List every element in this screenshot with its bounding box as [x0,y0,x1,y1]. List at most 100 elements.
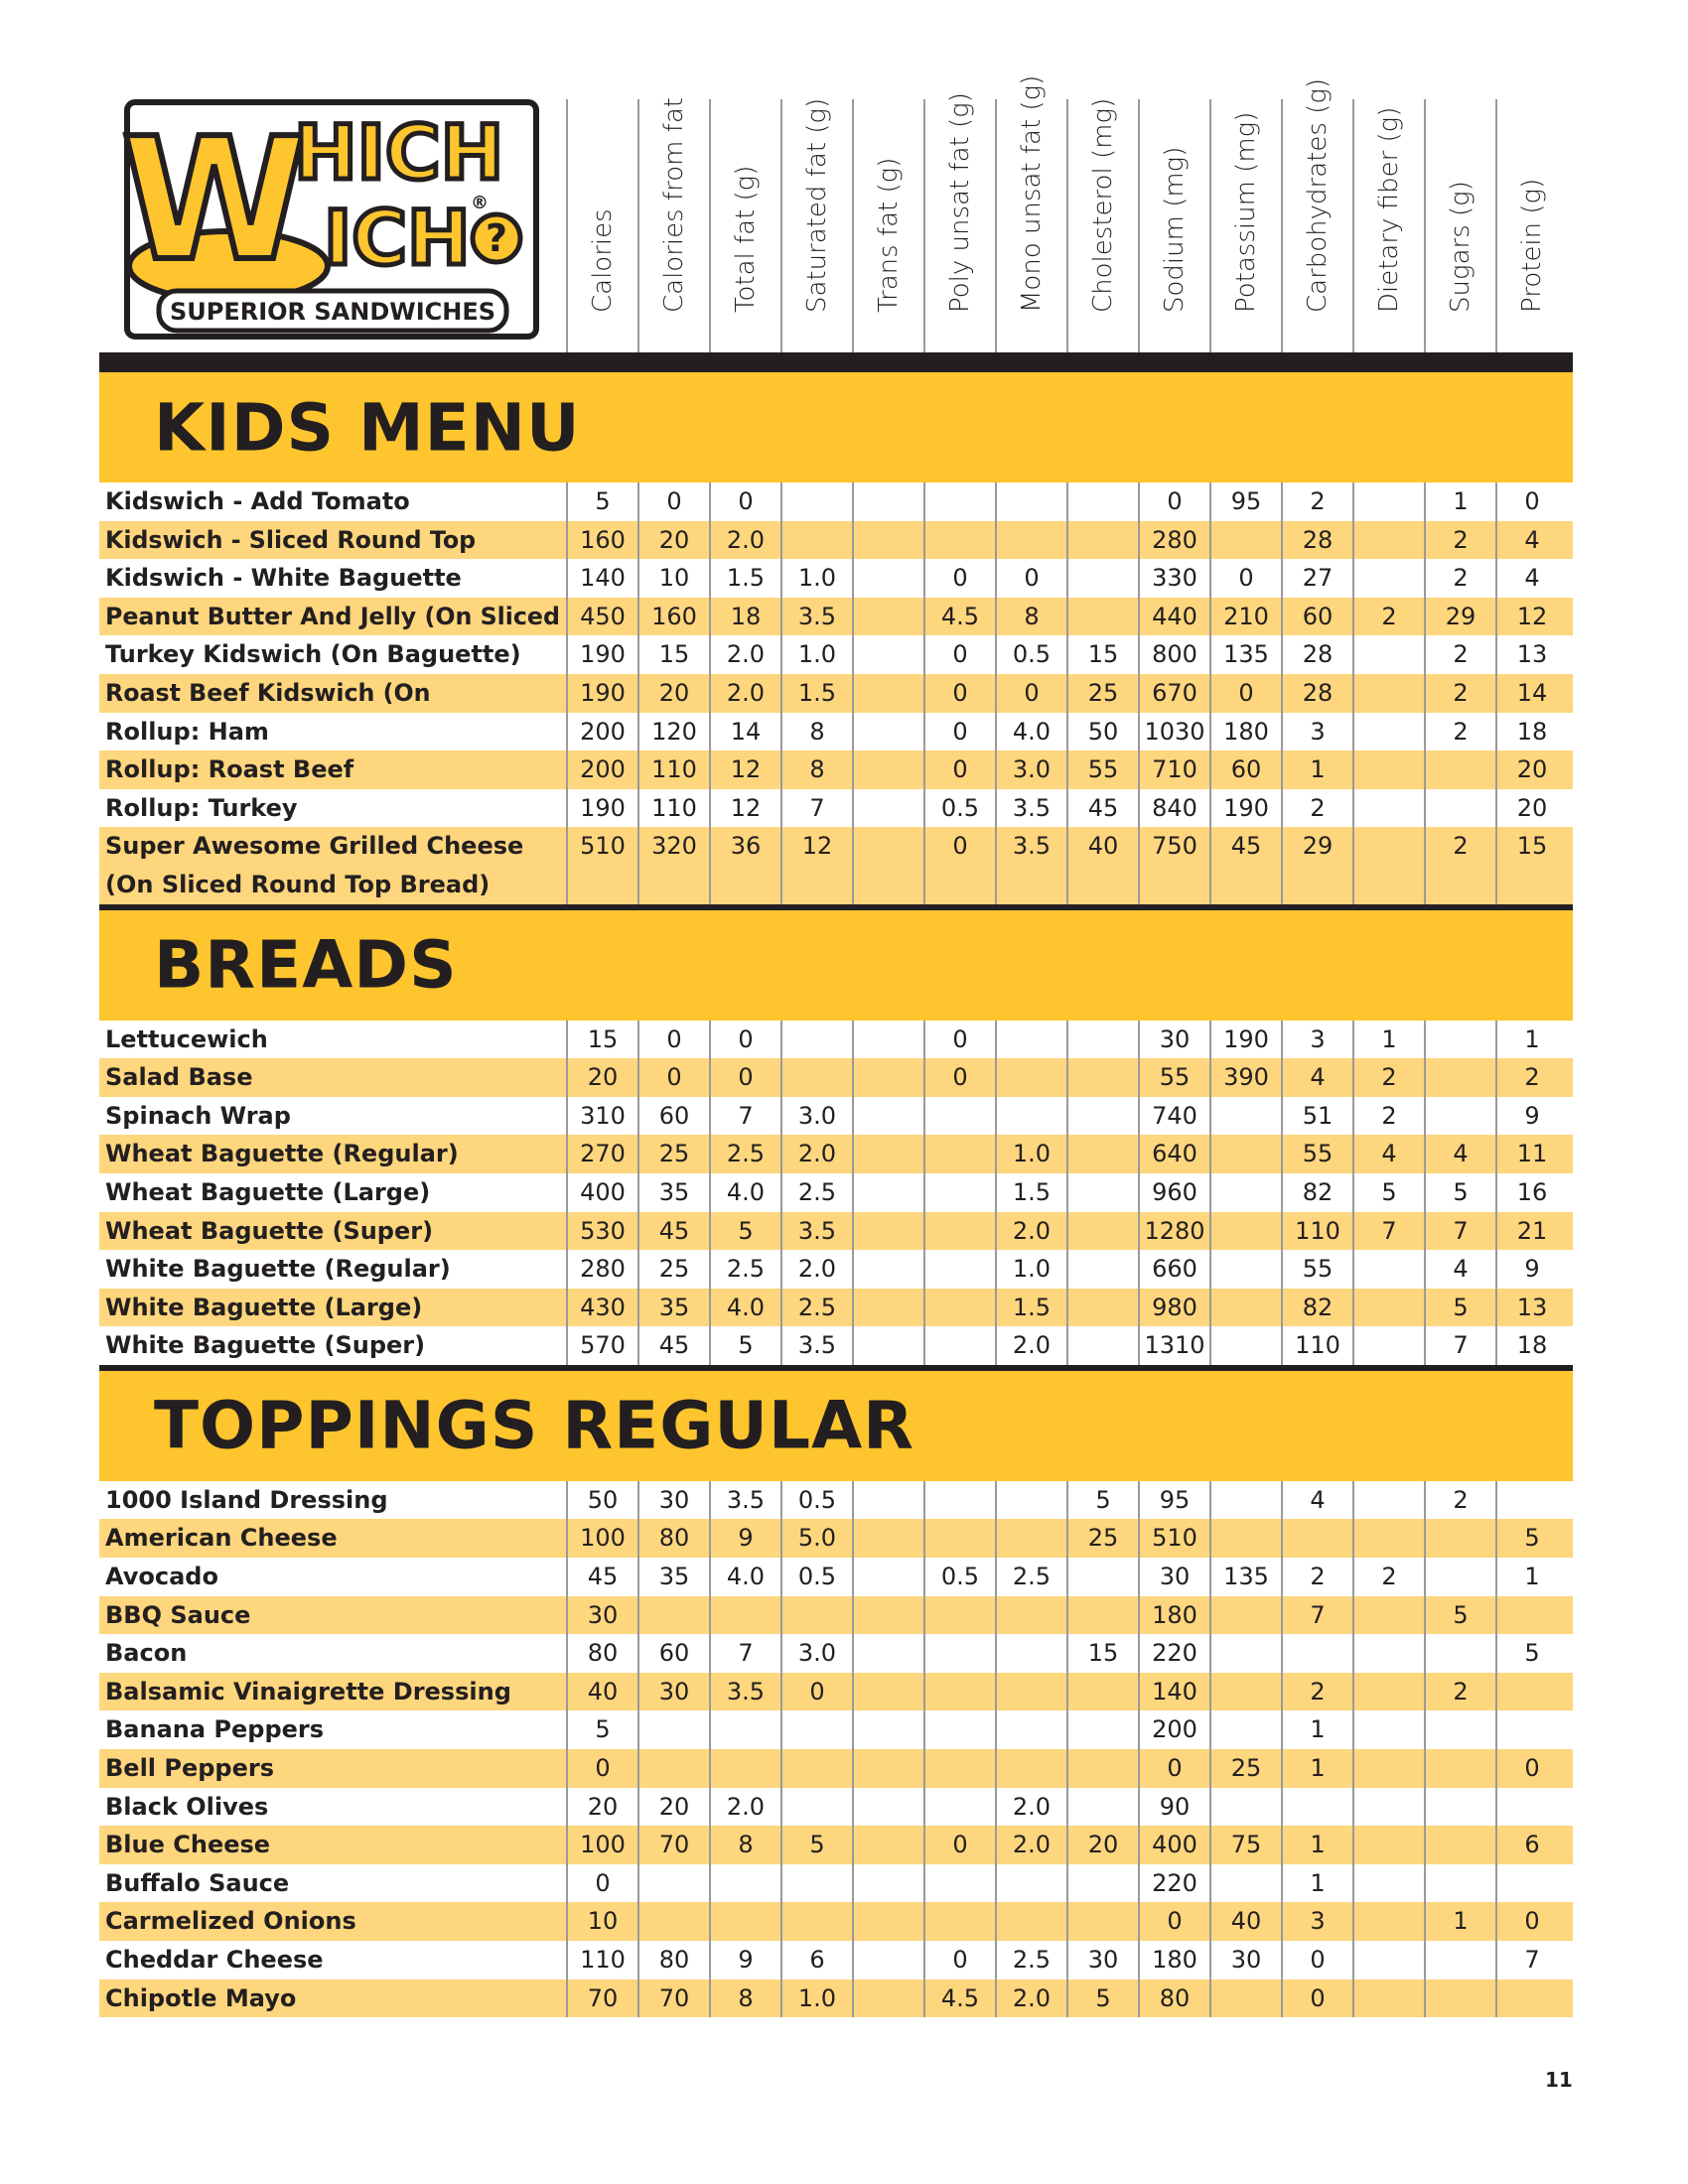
value-cell: 0.5 [923,788,995,828]
value-cell: 135 [1209,1558,1281,1596]
column-header: Poly unsat fat (g) [923,92,995,352]
column-header: Saturated fat (g) [780,98,852,352]
value-cell: 55 [1281,1135,1352,1173]
value-cell [1209,1634,1281,1673]
value-cell [1352,520,1424,560]
value-cell: 4.0 [709,1558,780,1596]
value-cell: 1 [1424,482,1495,521]
value-cell: 0 [566,1863,637,1903]
item-name: Salad Base [105,1063,253,1092]
value-cell: 5 [1424,1288,1495,1327]
value-cell: 1 [1281,1749,1352,1788]
value-cell [923,1863,995,1903]
value-cell [852,1172,923,1212]
value-cell: 710 [1138,751,1209,789]
item-name: Carmelized Onions [105,1907,356,1936]
value-cell: 1 [1495,1558,1567,1596]
item-name-cell: BBQ Sauce [99,1596,566,1635]
logo-mark: ? [486,216,507,260]
value-cell: 0 [923,673,995,713]
value-cell: 1 [1281,1863,1352,1903]
value-cell: 140 [566,559,637,598]
value-cell [1209,1288,1281,1327]
value-cell: 5 [566,482,637,521]
value-cell: 110 [1281,1211,1352,1251]
value-cell: 0 [637,482,709,521]
item-name-cell: White Baguette (Super) [99,1326,566,1365]
value-cell: 0 [923,1941,995,1979]
item-name-cell: 1000 Island Dressing [99,1481,566,1520]
value-cell: 0 [780,1672,852,1711]
value-cell: 0 [923,827,995,904]
value-cell: 2 [1281,482,1352,521]
value-cell [637,1902,709,1941]
value-cell: 160 [637,597,709,636]
value-cell: 3 [1281,712,1352,751]
item-name: Rollup: Ham [105,717,269,746]
value-cell: 25 [1209,1749,1281,1788]
page-number: 11 [1545,2068,1573,2092]
value-cell: 25 [637,1250,709,1289]
value-cell [1424,1058,1495,1097]
value-cell: 12 [709,751,780,789]
value-cell: 70 [566,1979,637,2018]
item-name: American Cheese [105,1524,338,1553]
value-cell: 3.0 [780,1096,852,1136]
value-cell: 50 [1066,712,1138,751]
section-band: KIDS MENU [99,372,1573,482]
value-cell: 5 [1066,1979,1138,2018]
value-cell [852,1826,923,1864]
item-name: Wheat Baguette (Super) [105,1216,434,1245]
value-cell [1424,1710,1495,1750]
value-cell: 35 [637,1172,709,1212]
value-cell: 1 [1281,751,1352,789]
value-cell: 14 [1495,673,1567,713]
value-cell: 8 [995,597,1066,636]
value-cell: 45 [637,1326,709,1365]
value-cell: 2 [1352,1558,1424,1596]
value-cell: 7 [1495,1941,1567,1979]
value-cell [1066,482,1138,521]
value-cell: 2 [1281,1558,1352,1596]
value-cell: 3 [1281,1902,1352,1941]
value-cell: 40 [566,1672,637,1711]
column-label: Dietary fiber (g) [1374,106,1404,313]
value-cell [1424,1096,1495,1136]
value-cell: 8 [709,1826,780,1864]
value-cell: 270 [566,1135,637,1173]
table-row: Salad Base 20 0 0 0 55 390 4 2 2 [99,1058,1573,1097]
item-name: White Baguette (Super) [105,1331,426,1360]
table-row: 1000 Island Dressing 50 30 3.5 0.5 5 95 4 2 [99,1480,1573,1520]
item-name-cell: Roast Beef Kidswich (On Baguette) [99,674,566,713]
value-cell: 4.0 [709,1288,780,1327]
value-cell [1352,1941,1424,1979]
value-cell: 0 [1495,1749,1567,1788]
value-cell [1424,1863,1495,1903]
value-cell: 0.5 [923,1558,995,1596]
column-label: Poly unsat fat (g) [945,92,975,313]
value-cell: 4 [1281,1058,1352,1097]
value-cell: 95 [1138,1480,1209,1520]
table-row: White Baguette (Super) 570 45 5 3.5 2.0 1310 11… [99,1326,1573,1365]
value-cell: 0 [1495,482,1567,521]
table-row: Blue Cheese 100 70 8 5 0 2.0 20 400 75 1 6 [99,1826,1573,1864]
value-cell: 2 [1495,1058,1567,1097]
value-cell [1352,1787,1424,1827]
value-cell: 2 [1424,712,1495,751]
value-cell: 0 [709,1058,780,1097]
value-cell: 180 [1138,1595,1209,1635]
value-cell: 80 [637,1941,709,1979]
value-cell: 3.5 [995,827,1066,904]
value-cell: 2 [1352,597,1424,636]
value-cell [1066,1250,1138,1289]
value-cell: 8 [780,712,852,751]
value-cell: 15 [637,635,709,674]
table-row: Rollup: Ham 200 120 14 8 0 4.0 50 1030 180 3 2 18 [99,712,1573,751]
column-header: Calories from fat [637,97,709,352]
value-cell: 0 [637,1058,709,1097]
value-cell: 90 [1138,1787,1209,1827]
value-cell: 800 [1138,635,1209,674]
value-cell [1209,1250,1281,1289]
value-cell: 7 [709,1634,780,1673]
value-cell [1066,1288,1138,1327]
